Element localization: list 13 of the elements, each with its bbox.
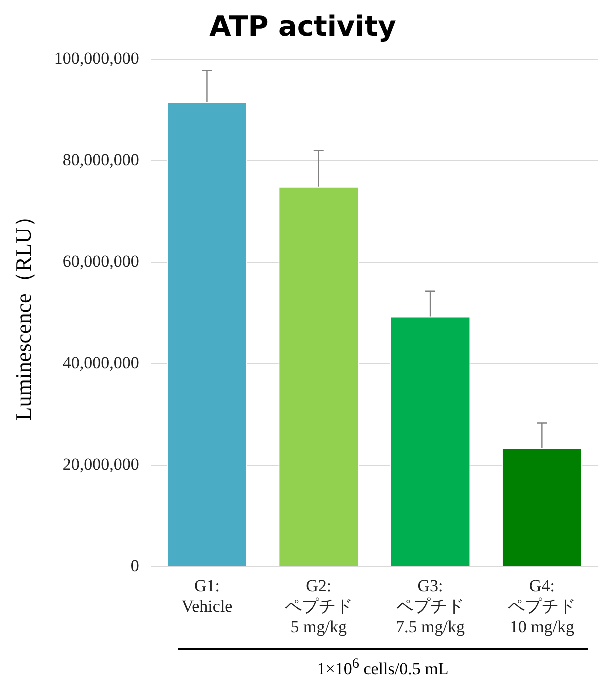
x-tick-label: G3: ペプチド 7.5 mg/kg: [396, 576, 466, 636]
y-axis-title: Luminescence（RLU）: [10, 206, 36, 421]
x-tick-label: G1: Vehicle: [182, 576, 233, 616]
y-tick-label: 40,000,000: [62, 353, 140, 372]
y-tick-label: 100,000,000: [54, 49, 140, 68]
y-tick-label: 0: [130, 556, 140, 576]
y-tick-label: 20,000,000: [62, 454, 140, 474]
chart-title: ATP activity: [210, 10, 396, 44]
y-tick-label: 80,000,000: [62, 150, 140, 170]
x-tick-label: G4: ペプチド 10 mg/kg: [508, 576, 576, 636]
y-tick-label: 60,000,000: [62, 252, 140, 271]
x-tick-label: G2: ペプチド 5 mg/kg: [284, 576, 353, 636]
text: 1×10$^{6}$ cells/0.5 mL: [178, 648, 588, 680]
